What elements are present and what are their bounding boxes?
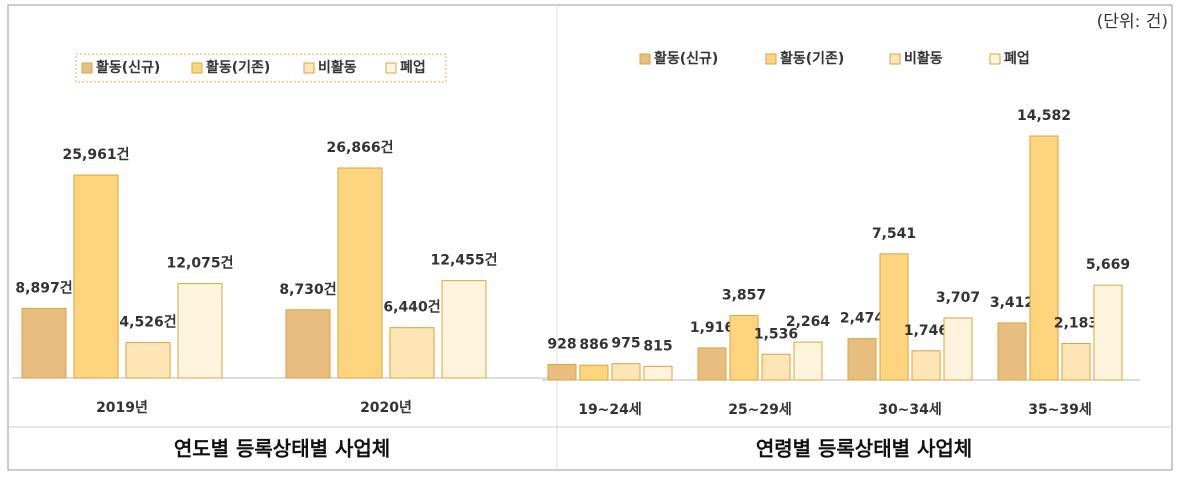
data-label: 26,866건 (327, 139, 394, 156)
data-label: 14,582 (1017, 108, 1071, 124)
legend-swatch (303, 62, 315, 74)
legend-swatch (889, 53, 901, 65)
data-label: 12,455건 (431, 252, 498, 269)
bar (729, 314, 759, 381)
bar (579, 364, 609, 381)
x-tick-label: 19~24세 (578, 402, 642, 418)
data-label: 5,669 (1086, 257, 1130, 273)
data-label: 12,075건 (167, 255, 234, 272)
data-label: 2,474 (840, 311, 885, 327)
chart-caption: 연도별 등록상태별 사업체 (174, 437, 390, 461)
bar (611, 363, 641, 381)
bar (1029, 135, 1059, 381)
legend-swatch (81, 62, 93, 74)
bar (21, 307, 67, 379)
frame (7, 4, 1173, 471)
bar (547, 363, 577, 381)
data-label: 2,264 (786, 314, 831, 330)
legend-box (75, 53, 447, 83)
bar (441, 280, 487, 379)
data-label: 815 (643, 338, 672, 354)
legend-label: 활동(기존) (780, 50, 844, 67)
x-tick-label: 2019년 (96, 400, 148, 416)
legend-label: 폐업 (1004, 51, 1030, 67)
bar (177, 283, 223, 379)
chart-caption: 연령별 등록상태별 사업체 (756, 437, 972, 461)
legend-swatch (989, 53, 1001, 65)
data-label: 6,440건 (383, 299, 440, 316)
data-label: 4,526건 (119, 314, 176, 331)
bar (943, 317, 973, 381)
x-tick-label: 25~29세 (728, 402, 792, 418)
legend-swatch (639, 53, 651, 65)
bar (911, 350, 941, 381)
legend-label: 비활동 (904, 50, 943, 67)
bar (285, 309, 331, 379)
bar (697, 347, 727, 381)
data-label: 3,412 (990, 295, 1034, 311)
unit-note: (단위: 건) (1097, 12, 1168, 32)
bar (1093, 284, 1123, 381)
x-tick-label: 30~34세 (878, 402, 942, 418)
bar (337, 167, 383, 379)
bar (761, 353, 791, 381)
data-label: 8,897건 (15, 279, 72, 296)
data-label: 1,746 (904, 323, 948, 339)
data-label: 886 (579, 337, 608, 353)
legend-label: 활동(신규) (96, 59, 160, 76)
legend-label: 비활동 (318, 59, 357, 76)
data-label: 928 (547, 336, 576, 352)
legend-label: 폐업 (400, 60, 426, 76)
bar (389, 327, 435, 379)
bar (879, 253, 909, 381)
legend-swatch (385, 62, 397, 74)
bar (643, 365, 673, 381)
legend-label: 활동(신규) (654, 50, 718, 67)
data-label: 975 (611, 336, 640, 352)
data-label: 7,541 (872, 226, 916, 242)
data-label: 8,730건 (279, 281, 336, 298)
x-tick-label: 35~39세 (1028, 402, 1092, 418)
legend-swatch (765, 53, 777, 65)
data-label: 3,707 (936, 290, 980, 306)
data-label: 3,857 (722, 287, 766, 303)
bar (793, 341, 823, 381)
bar (125, 342, 171, 379)
legend-label: 활동(기존) (206, 59, 270, 76)
data-label: 2,183 (1054, 315, 1098, 331)
bar (847, 338, 877, 381)
x-tick-label: 2020년 (360, 400, 412, 416)
bar (1061, 342, 1091, 381)
data-label: 1,536 (754, 326, 798, 342)
bar (997, 322, 1027, 381)
data-label: 1,916 (690, 320, 734, 336)
data-label: 25,961건 (63, 146, 130, 163)
bar (73, 174, 119, 379)
legend-swatch (191, 62, 203, 74)
